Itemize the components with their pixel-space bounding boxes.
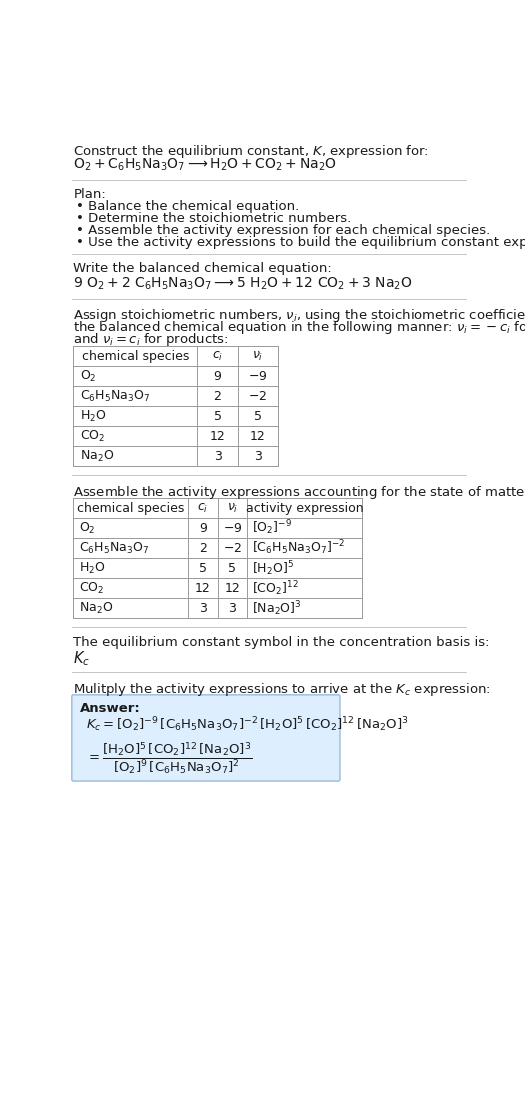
Text: $[\mathrm{O_2}]^{-9}$: $[\mathrm{O_2}]^{-9}$ <box>253 519 292 538</box>
Text: 12: 12 <box>195 582 211 595</box>
Text: The equilibrium constant symbol in the concentration basis is:: The equilibrium constant symbol in the c… <box>74 636 490 649</box>
Text: $[\mathrm{CO_2}]^{12}$: $[\mathrm{CO_2}]^{12}$ <box>253 578 299 597</box>
Text: Plan:: Plan: <box>74 188 106 201</box>
Text: Assemble the activity expressions accounting for the state of matter and $\nu_i$: Assemble the activity expressions accoun… <box>74 483 525 501</box>
Text: $\mathrm{Na_2O}$: $\mathrm{Na_2O}$ <box>80 449 114 463</box>
Text: and $\nu_i = c_i$ for products:: and $\nu_i = c_i$ for products: <box>74 331 229 348</box>
Text: 2: 2 <box>199 542 207 554</box>
Text: 12: 12 <box>224 582 240 595</box>
Text: Construct the equilibrium constant, $K$, expression for:: Construct the equilibrium constant, $K$,… <box>74 144 429 160</box>
Text: $\mathrm{O_2}$: $\mathrm{O_2}$ <box>79 521 96 535</box>
Text: chemical species: chemical species <box>77 502 184 514</box>
Text: $c_i$: $c_i$ <box>212 349 223 363</box>
Text: Assign stoichiometric numbers, $\nu_i$, using the stoichiometric coefficients, $: Assign stoichiometric numbers, $\nu_i$, … <box>74 307 525 324</box>
Text: $\mathrm{H_2O}$: $\mathrm{H_2O}$ <box>79 561 106 576</box>
FancyBboxPatch shape <box>72 695 340 781</box>
Text: $\mathrm{CO_2}$: $\mathrm{CO_2}$ <box>80 428 105 444</box>
Text: $= \dfrac{[\mathrm{H_2O}]^{5}\,[\mathrm{CO_2}]^{12}\,[\mathrm{Na_2O}]^{3}}{[\mat: $= \dfrac{[\mathrm{H_2O}]^{5}\,[\mathrm{… <box>86 741 252 778</box>
Text: $-2$: $-2$ <box>223 542 242 554</box>
Text: $[\mathrm{H_2O}]^{5}$: $[\mathrm{H_2O}]^{5}$ <box>253 559 295 577</box>
Text: 9: 9 <box>214 369 222 383</box>
Text: chemical species: chemical species <box>82 349 189 363</box>
Text: the balanced chemical equation in the following manner: $\nu_i = -c_i$ for react: the balanced chemical equation in the fo… <box>74 319 525 336</box>
Text: $\mathrm{O_2 + C_6H_5Na_3O_7 \longrightarrow H_2O + CO_2 + Na_2O}$: $\mathrm{O_2 + C_6H_5Na_3O_7 \longrighta… <box>74 157 338 174</box>
Text: • Assemble the activity expression for each chemical species.: • Assemble the activity expression for e… <box>77 223 491 237</box>
Text: • Determine the stoichiometric numbers.: • Determine the stoichiometric numbers. <box>77 212 352 225</box>
Text: $[\mathrm{Na_2O}]^{3}$: $[\mathrm{Na_2O}]^{3}$ <box>253 598 302 617</box>
Text: • Use the activity expressions to build the equilibrium constant expression.: • Use the activity expressions to build … <box>77 236 525 249</box>
Text: 12: 12 <box>209 429 225 442</box>
Text: • Balance the chemical equation.: • Balance the chemical equation. <box>77 200 300 213</box>
Text: 5: 5 <box>254 409 262 422</box>
Text: activity expression: activity expression <box>246 502 363 514</box>
Text: $\mathrm{C_6H_5Na_3O_7}$: $\mathrm{C_6H_5Na_3O_7}$ <box>80 388 150 404</box>
Text: 5: 5 <box>199 562 207 575</box>
Text: 9: 9 <box>199 522 207 534</box>
Text: $-2$: $-2$ <box>248 389 267 403</box>
Text: $K_c$: $K_c$ <box>74 649 90 668</box>
Text: $\mathrm{O_2}$: $\mathrm{O_2}$ <box>80 368 96 384</box>
Text: $\mathrm{C_6H_5Na_3O_7}$: $\mathrm{C_6H_5Na_3O_7}$ <box>79 541 149 555</box>
Text: 3: 3 <box>199 602 207 615</box>
Text: Write the balanced chemical equation:: Write the balanced chemical equation: <box>74 262 332 275</box>
Text: $\nu_i$: $\nu_i$ <box>227 501 238 514</box>
Text: $\mathrm{CO_2}$: $\mathrm{CO_2}$ <box>79 581 104 596</box>
Text: 3: 3 <box>254 450 262 462</box>
Text: $\mathrm{9\ O_2 + 2\ C_6H_5Na_3O_7 \longrightarrow 5\ H_2O + 12\ CO_2 + 3\ Na_2O: $\mathrm{9\ O_2 + 2\ C_6H_5Na_3O_7 \long… <box>74 275 413 292</box>
Text: $-9$: $-9$ <box>223 522 242 534</box>
Text: $\mathrm{Na_2O}$: $\mathrm{Na_2O}$ <box>79 601 113 616</box>
Text: 2: 2 <box>214 389 222 403</box>
Text: $c_i$: $c_i$ <box>197 501 208 514</box>
Text: 5: 5 <box>228 562 236 575</box>
Text: $\nu_i$: $\nu_i$ <box>252 349 264 363</box>
Text: 3: 3 <box>214 450 222 462</box>
Text: Answer:: Answer: <box>80 701 141 714</box>
Text: $-9$: $-9$ <box>248 369 268 383</box>
Text: 5: 5 <box>214 409 222 422</box>
Text: Mulitply the activity expressions to arrive at the $K_c$ expression:: Mulitply the activity expressions to arr… <box>74 680 491 698</box>
Text: $[\mathrm{C_6H_5Na_3O_7}]^{-2}$: $[\mathrm{C_6H_5Na_3O_7}]^{-2}$ <box>253 539 345 557</box>
Text: $K_c = [\mathrm{O_2}]^{-9}\,[\mathrm{C_6H_5Na_3O_7}]^{-2}\,[\mathrm{H_2O}]^{5}\,: $K_c = [\mathrm{O_2}]^{-9}\,[\mathrm{C_6… <box>86 714 408 733</box>
Text: $\mathrm{H_2O}$: $\mathrm{H_2O}$ <box>80 408 106 424</box>
Text: 12: 12 <box>250 429 266 442</box>
Text: 3: 3 <box>228 602 236 615</box>
